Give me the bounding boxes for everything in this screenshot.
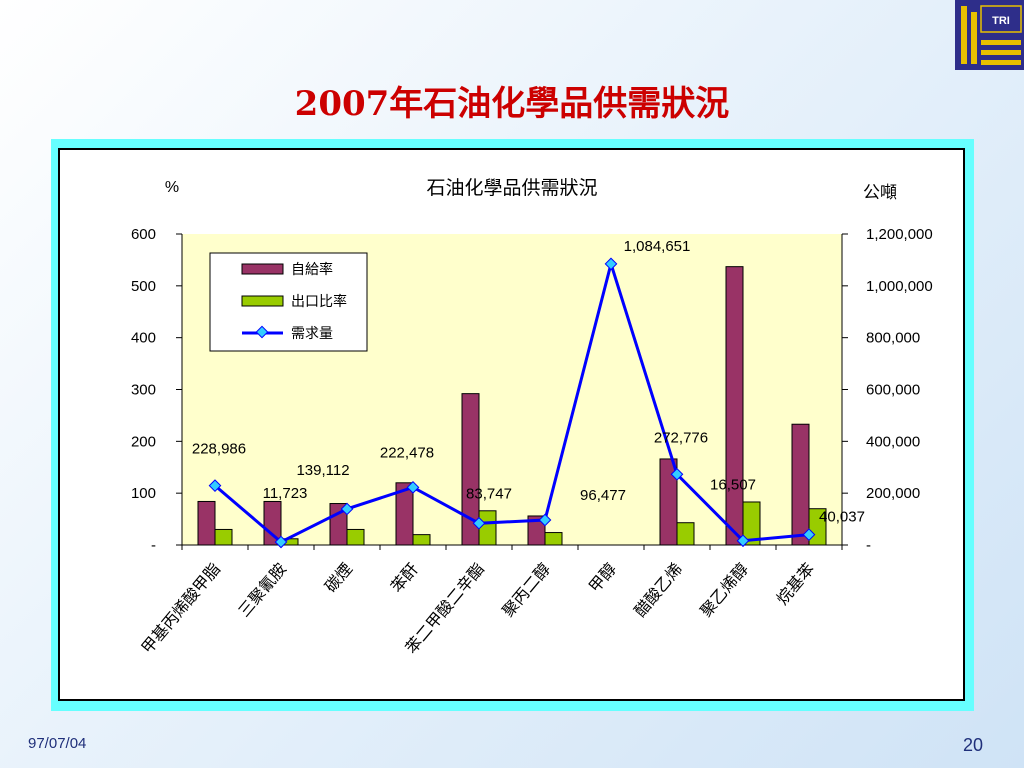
y-left-tick-label: 500 [131,278,156,295]
bar-self-sufficiency [791,423,810,546]
bar-export-ratio [478,510,497,546]
legend-swatch-self-sufficiency [241,263,284,275]
tri-logo: TRI [955,0,1024,70]
bar-self-sufficiency [659,458,678,546]
category-label: 苯酐 [387,559,422,596]
y-right-tick-label: 200,000 [866,485,920,502]
legend: 自給率 出口比率 需求量 [209,252,368,352]
bar-self-sufficiency [197,500,216,546]
category-label: 三聚氰胺 [234,559,290,620]
category-label: 甲基丙烯酸甲脂 [138,559,225,657]
bar-self-sufficiency [725,266,744,546]
demand-data-label: 40,037 [819,509,865,526]
bar-self-sufficiency [461,393,480,546]
category-label: 聚丙二醇 [498,559,554,620]
bar-export-ratio [412,534,431,546]
y-right-tick-label: 400,000 [866,433,920,450]
bar-export-ratio [214,528,233,546]
category-label: 醋酸乙烯 [630,559,686,620]
legend-label-export-ratio: 出口比率 [291,293,347,310]
legend-swatch-export-ratio [241,295,284,307]
y-left-tick-label: - [151,537,156,554]
legend-label-demand: 需求量 [291,326,333,342]
slide-title: 2007年石油化學品供需狀況 [294,84,730,124]
legend-marker-demand [255,325,269,339]
chart-svg: 石油化學品供需狀況 % 公噸 - 100 200 300 400 500 600 - 200,0… [131,177,933,657]
y-right-tick-label: 600,000 [866,382,920,399]
demand-marker [472,516,486,530]
demand-data-label: 11,723 [263,485,308,502]
demand-marker [538,513,552,527]
demand-marker [274,535,288,549]
demand-marker [406,480,420,494]
demand-marker [802,528,816,541]
y-right-tick-label: 1,200,000 [866,226,933,243]
bar-export-ratio [346,528,365,546]
page-number: 20 [963,735,984,755]
y-right-tick-label: 800,000 [866,330,920,347]
y-left-tick-label: 300 [131,382,156,399]
demand-data-label: 222,478 [380,444,434,461]
chart-title: 石油化學品供需狀況 [426,177,597,199]
footer-date: 97/07/04 [28,735,87,752]
category-label: 聚乙烯醇 [696,559,752,620]
y-left-tick-label: 600 [131,226,156,243]
category-label: 烷基苯 [773,559,818,608]
category-label: 甲醇 [585,559,620,596]
demand-marker [340,502,354,516]
demand-data-label: 83,747 [466,485,512,502]
demand-line [214,258,810,544]
demand-data-label: 16,507 [710,477,756,494]
y-left-tick-label: 100 [131,485,156,502]
logo-text: TRI [992,15,1010,27]
bar-self-sufficiency [263,500,282,546]
demand-data-label: 139,112 [296,462,349,479]
chart-panel: 石油化學品供需狀況 % 公噸 - 100 200 300 400 500 600 - 200,0… [58,148,965,701]
demand-marker [670,467,684,481]
y-right-unit: 公噸 [863,183,897,203]
category-label: 碳煙 [321,559,356,596]
y-right-tick-label: - [866,537,871,554]
bar-self-sufficiency [395,482,414,546]
y-left-tick-label: 400 [131,330,156,347]
demand-data-label: 272,776 [654,429,708,446]
demand-marker [208,479,222,493]
bar-export-ratio [544,532,563,546]
demand-marker [736,534,750,548]
bar-export-ratio [742,501,761,546]
demand-data-label: 96,477 [580,487,626,504]
bar-export-ratio [676,522,695,546]
y-left-unit: % [165,179,179,196]
bar-self-sufficiency [527,515,546,546]
y-right-tick-label: 1,000,000 [866,278,933,295]
demand-marker [604,257,618,271]
y-left-tick-label: 200 [131,433,156,450]
demand-data-label: 1,084,651 [624,238,691,255]
legend-label-self-sufficiency: 自給率 [291,261,333,278]
demand-data-label: 228,986 [192,441,246,458]
